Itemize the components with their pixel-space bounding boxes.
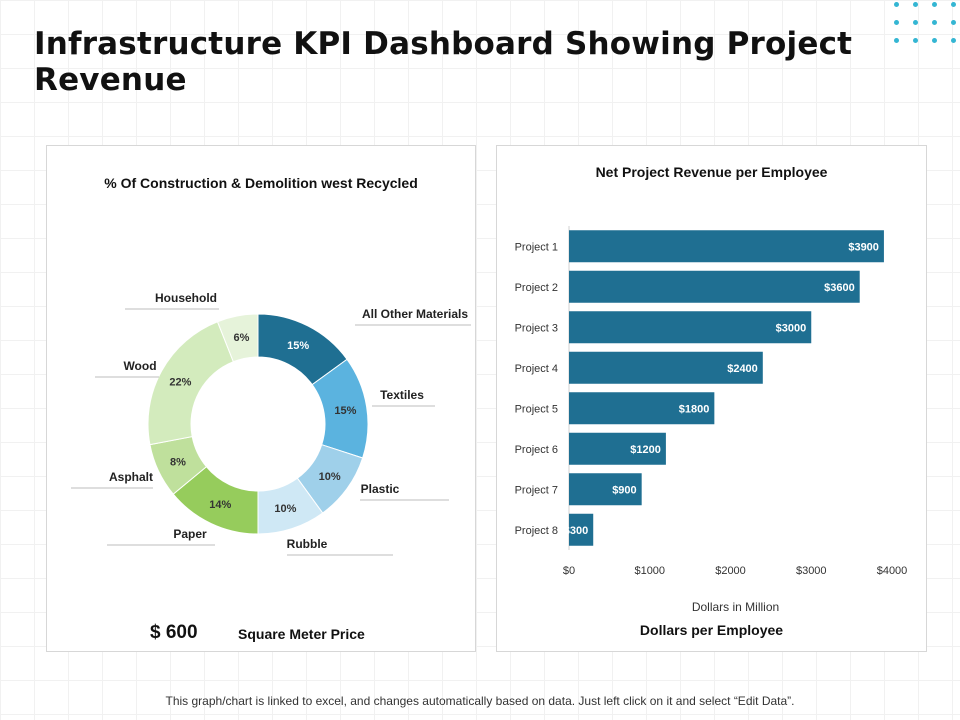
donut-value-label: 14%	[209, 499, 231, 511]
bar-value-label: $900	[612, 484, 636, 496]
donut-value-label: 10%	[319, 471, 341, 483]
recycled-materials-card: % Of Construction & Demolition west Recy…	[46, 145, 476, 652]
donut-slice-household[interactable]	[216, 313, 259, 363]
decorative-dot	[932, 38, 937, 43]
donut-category-label: Household	[155, 291, 217, 305]
decorative-dot	[932, 20, 937, 25]
page-title: Infrastructure KPI Dashboard Showing Pro…	[34, 26, 853, 98]
category-label: Project 7	[515, 484, 558, 496]
decorative-dots	[894, 2, 958, 46]
category-label: Project 1	[515, 241, 558, 253]
donut-category-label: All Other Materials	[362, 307, 468, 321]
bar-value-label: $1200	[630, 444, 661, 456]
bar-project-7[interactable]	[569, 473, 642, 506]
bar-project-6[interactable]	[569, 432, 666, 465]
decorative-dot	[913, 2, 918, 7]
bar-value-label: $3900	[848, 241, 879, 253]
donut-category-label: Paper	[173, 527, 207, 541]
bar-value-label: $3000	[776, 322, 807, 334]
decorative-dot	[913, 38, 918, 43]
bar-value-label: $300	[564, 525, 588, 537]
donut-category-label: Rubble	[287, 537, 328, 551]
x-tick-label: $3000	[796, 565, 827, 577]
footer-note: This graph/chart is linked to excel, and…	[165, 694, 795, 708]
bar-project-5[interactable]	[569, 392, 715, 425]
price-value: $ 600	[150, 622, 198, 643]
price-label: Square Meter Price	[238, 626, 365, 642]
x-tick-label: $0	[563, 565, 575, 577]
decorative-dot	[894, 20, 899, 25]
bar-chart[interactable]: Project 1 $3900 Project 2 $3600 Project 3 $30…	[497, 206, 926, 626]
donut-value-label: 15%	[287, 340, 309, 352]
donut-category-label: Wood	[123, 359, 156, 373]
category-label: Project 4	[515, 363, 558, 375]
x-tick-label: $4000	[877, 565, 908, 577]
category-label: Project 6	[515, 444, 558, 456]
donut-value-label: 8%	[170, 457, 186, 469]
x-tick-label: $1000	[634, 565, 665, 577]
decorative-dot	[951, 2, 956, 7]
category-label: Project 2	[515, 282, 558, 294]
decorative-dot	[951, 20, 956, 25]
bar-value-label: $3600	[824, 282, 855, 294]
decorative-dot	[951, 38, 956, 43]
donut-value-label: 6%	[233, 332, 249, 344]
decorative-dot	[932, 2, 937, 7]
x-tick-label: $2000	[715, 565, 746, 577]
bar-project-3[interactable]	[569, 311, 812, 344]
bar-value-label: $1800	[679, 403, 710, 415]
donut-chart-title: % Of Construction & Demolition west Recy…	[104, 175, 418, 191]
bar-value-label: $2400	[727, 363, 758, 375]
donut-chart[interactable]: 15% All Other Materials 15% Textiles 10% Plas…	[47, 176, 475, 616]
bar-project-1[interactable]	[569, 230, 884, 263]
bar-project-4[interactable]	[569, 351, 763, 384]
bar-chart-title: Net Project Revenue per Employee	[595, 164, 828, 180]
category-label: Project 8	[515, 525, 558, 537]
donut-category-label: Textiles	[380, 388, 424, 402]
category-label: Project 5	[515, 403, 558, 415]
donut-category-label: Asphalt	[109, 470, 153, 484]
bar-chart-footer: Dollars per Employee	[639, 622, 784, 638]
category-label: Project 3	[515, 322, 558, 334]
decorative-dot	[894, 2, 899, 7]
revenue-per-employee-card: Net Project Revenue per Employee Project…	[496, 145, 927, 652]
bar-project-2[interactable]	[569, 270, 860, 303]
bar-project-8[interactable]	[569, 513, 594, 546]
x-axis-label: Dollars in Million	[692, 600, 779, 614]
decorative-dot	[894, 38, 899, 43]
donut-value-label: 22%	[169, 376, 191, 388]
donut-value-label: 10%	[274, 503, 296, 515]
donut-category-label: Plastic	[361, 482, 400, 496]
donut-value-label: 15%	[334, 405, 356, 417]
decorative-dot	[913, 20, 918, 25]
